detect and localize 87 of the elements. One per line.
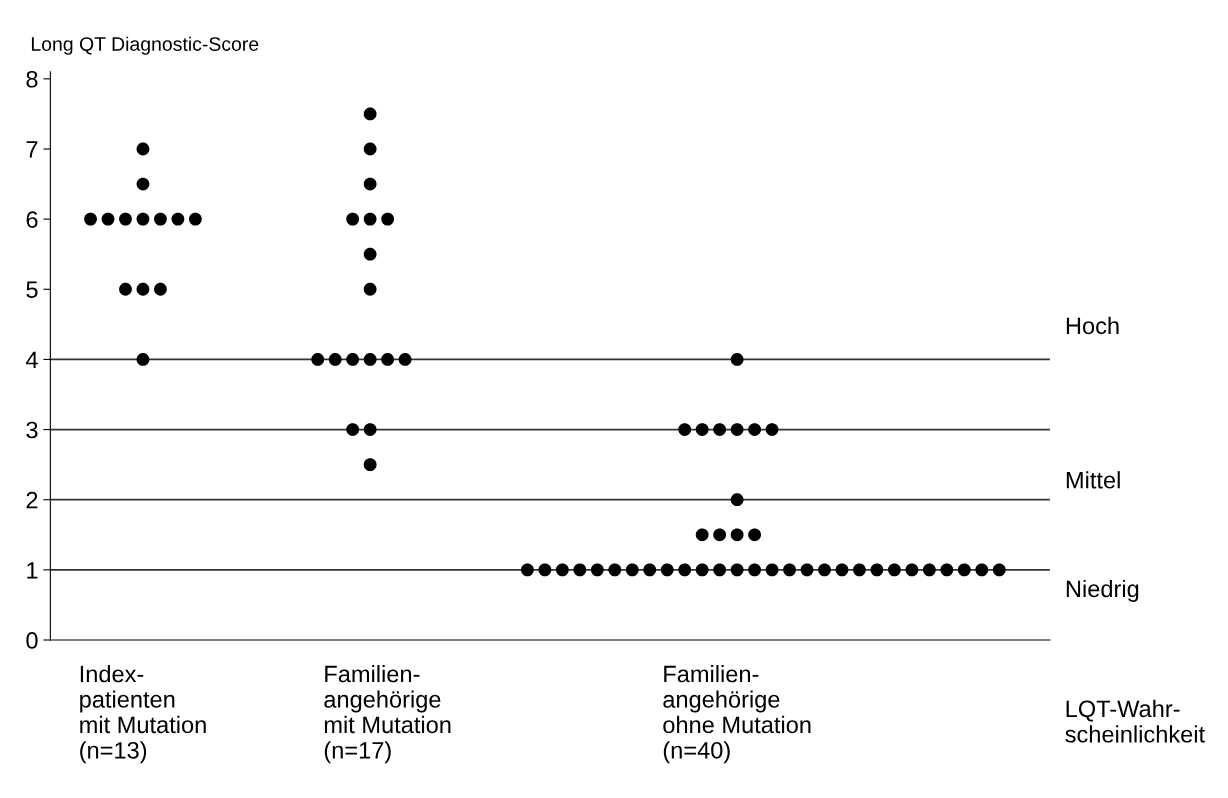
point	[992, 563, 1006, 577]
point	[136, 177, 150, 191]
point	[608, 563, 622, 577]
point	[381, 212, 395, 226]
point	[521, 563, 534, 577]
y-tick-label: 0	[26, 632, 38, 649]
point	[188, 212, 202, 226]
point	[783, 563, 796, 577]
point	[346, 353, 360, 366]
point	[748, 423, 762, 436]
point	[748, 563, 762, 577]
point	[695, 528, 709, 542]
point	[381, 353, 395, 366]
point	[730, 563, 744, 577]
point	[870, 563, 884, 577]
point	[363, 458, 377, 472]
point	[328, 353, 342, 366]
point	[835, 563, 849, 577]
point	[730, 493, 744, 507]
point	[940, 563, 954, 577]
x-tick-label: Index- patienten mit Mutation (n=13)	[80, 665, 206, 764]
y-tick-label: 8	[26, 70, 38, 88]
y-tick-label: 5	[26, 281, 38, 299]
point	[713, 563, 727, 577]
point	[853, 563, 866, 577]
point	[730, 528, 744, 542]
point	[154, 212, 167, 226]
point	[678, 563, 692, 577]
text: LQT-Wahr- scheinlichkeit	[1065, 699, 1205, 743]
y-tick-label: 7	[26, 141, 38, 158]
point	[84, 212, 97, 226]
point	[818, 563, 831, 577]
text: Mittel	[1066, 471, 1120, 489]
point	[346, 212, 360, 226]
point	[730, 423, 744, 436]
point	[171, 212, 185, 226]
point	[311, 353, 325, 366]
point	[905, 563, 919, 577]
text: Hoch	[1066, 316, 1119, 335]
point	[136, 282, 150, 296]
point	[555, 563, 569, 577]
point	[119, 282, 132, 296]
y-axis-title: Long QT Diagnostic-Score	[31, 36, 259, 55]
point	[154, 282, 167, 296]
point	[573, 563, 587, 577]
point	[678, 423, 692, 436]
point	[713, 528, 727, 542]
point	[730, 353, 744, 366]
point	[625, 563, 639, 577]
point	[660, 563, 674, 577]
point	[538, 563, 552, 577]
x-tick-label: Familien- angehörige ohne Mutation (n=40)	[663, 665, 811, 764]
point	[346, 423, 360, 436]
x-tick-label: Familien- angehörige mit Mutation (n=17)	[324, 665, 451, 764]
y-tick-label: 1	[27, 562, 38, 579]
point	[119, 212, 132, 226]
point	[957, 563, 971, 577]
point	[643, 563, 657, 577]
point	[363, 423, 377, 436]
point	[101, 212, 115, 226]
point	[695, 563, 709, 577]
point	[363, 107, 377, 121]
point	[590, 563, 604, 577]
point	[363, 212, 377, 226]
y-tick-label: 3	[26, 421, 38, 439]
point	[398, 353, 412, 366]
y-tick-label: 4	[25, 351, 38, 368]
point	[363, 353, 377, 366]
point	[363, 142, 377, 156]
point	[363, 247, 377, 261]
point	[975, 563, 989, 577]
point	[765, 423, 779, 436]
text: Niedrig	[1066, 579, 1139, 602]
point	[363, 282, 377, 296]
point	[713, 423, 727, 436]
point	[800, 563, 814, 577]
point	[695, 423, 709, 436]
point	[136, 353, 150, 366]
point	[363, 177, 377, 191]
y-tick-label: 2	[26, 491, 38, 509]
point	[136, 142, 150, 156]
point	[748, 528, 762, 542]
point	[136, 212, 150, 226]
point	[922, 563, 936, 577]
point	[765, 563, 779, 577]
y-tick-label: 6	[26, 211, 38, 228]
point	[888, 563, 901, 577]
